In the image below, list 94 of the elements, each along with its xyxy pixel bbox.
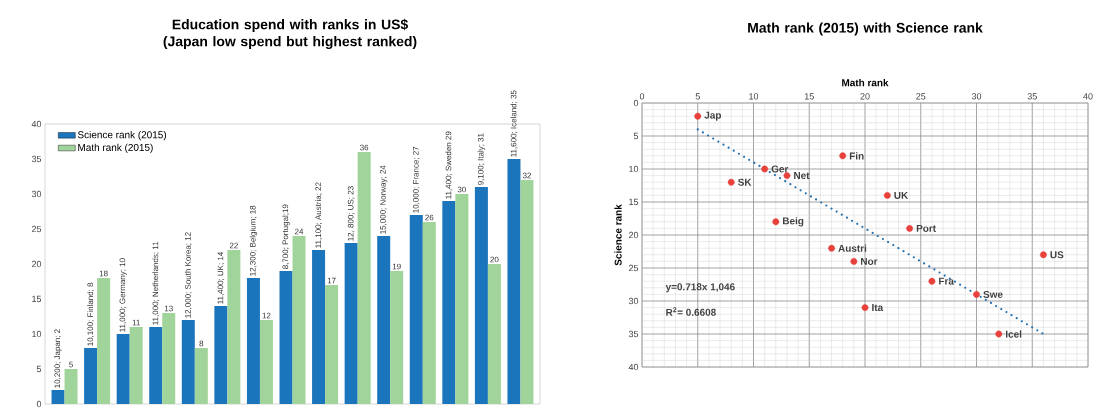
bar <box>507 159 521 404</box>
y-tick-label: 35 <box>628 330 639 338</box>
bar <box>259 320 273 404</box>
annotation: Austri <box>838 244 867 252</box>
annotation: Port <box>916 224 936 232</box>
x-tick-label: 35 <box>1027 93 1037 100</box>
annotation: Swe <box>983 290 1003 298</box>
y-tick-label: 10 <box>32 330 42 338</box>
point <box>861 304 869 311</box>
annotation: Icel <box>1005 330 1022 338</box>
bar <box>246 278 260 404</box>
point <box>772 218 780 226</box>
bar <box>520 180 534 404</box>
bar <box>377 236 391 404</box>
point <box>1040 251 1047 259</box>
bar <box>116 334 130 404</box>
bar <box>292 236 306 404</box>
y-tick-label: 0 <box>633 99 639 107</box>
y-tick-label: 25 <box>31 225 42 233</box>
annotation: Jap <box>704 111 722 121</box>
y-tick-label: 20 <box>31 260 42 268</box>
point <box>883 192 891 199</box>
y-tick-label: 30 <box>628 297 639 305</box>
chart-title: Math rank (2015) with Science rank <box>748 22 983 36</box>
x-tick-label: 30 <box>971 93 982 100</box>
y-tick-label: 5 <box>36 365 42 373</box>
y-tick-label: 5 <box>633 132 639 140</box>
bar <box>357 152 371 404</box>
y-tick-label: 35 <box>31 155 42 163</box>
bar <box>455 194 469 404</box>
legend-label: Math rank (2015) <box>78 143 153 153</box>
annotation: Beig <box>782 217 804 227</box>
point <box>761 165 769 173</box>
y-tick-label: 15 <box>32 295 42 303</box>
annotation: Fra <box>939 277 954 285</box>
bar <box>162 313 176 404</box>
x-tick-label: 40 <box>1083 93 1093 100</box>
x-tick-label: 25 <box>916 93 926 100</box>
y-tick-label: 30 <box>31 190 42 198</box>
bar <box>227 250 241 404</box>
point <box>839 152 847 160</box>
y-tick-label: 0 <box>36 400 42 408</box>
annotation: Net <box>794 172 810 180</box>
y-tick-label: 40 <box>628 363 639 371</box>
chart-title: Education spend with ranks in US$ (Japan low spend but highest ranked) <box>163 18 417 50</box>
point <box>727 178 735 186</box>
x-tick-label: 20 <box>860 93 870 100</box>
annotation: Ita <box>872 304 884 312</box>
bar <box>422 222 436 404</box>
annotation: SK <box>738 178 752 186</box>
bar <box>64 369 78 404</box>
legend-label: Science rank (2015) <box>77 130 167 141</box>
point <box>906 225 913 232</box>
annotation: UK <box>894 191 909 199</box>
bar <box>325 285 339 404</box>
y-tick-label: 25 <box>628 264 639 272</box>
bar <box>129 327 143 404</box>
point <box>973 291 980 298</box>
y-tick-label: 40 <box>31 120 42 128</box>
bar <box>181 320 195 404</box>
bar <box>344 243 358 404</box>
bar <box>149 327 163 404</box>
annotation: Nor <box>861 257 878 265</box>
bar <box>474 187 488 404</box>
y-tick-label: 15 <box>629 198 639 206</box>
annotation: US <box>1050 251 1064 259</box>
point <box>694 112 702 120</box>
y-tick-label: 20 <box>628 231 639 239</box>
bar <box>51 390 65 404</box>
point <box>828 244 835 252</box>
x-tick-label: 0 <box>639 93 645 100</box>
x-tick-label: 15 <box>804 93 814 100</box>
point <box>850 258 858 265</box>
bar <box>214 306 228 404</box>
bar <box>97 278 111 404</box>
x-axis-title: Math rank <box>842 78 889 87</box>
bar <box>84 348 98 404</box>
annotation: Fin <box>849 152 864 160</box>
bar <box>194 348 208 404</box>
bar <box>312 250 326 404</box>
bar <box>442 201 456 404</box>
bar <box>279 271 293 404</box>
y-tick-label: 10 <box>629 165 639 173</box>
x-tick-label: 10 <box>749 93 759 100</box>
annotation: R$^{2}$= 0.6608 <box>666 307 716 316</box>
point <box>995 330 1003 338</box>
bar <box>409 215 423 404</box>
y-axis-title: Science rank <box>614 204 622 266</box>
annotation: Ger <box>771 165 789 173</box>
bar <box>487 264 501 404</box>
bar <box>390 271 404 404</box>
point <box>928 277 936 285</box>
annotation: y=0.718x 1,046 <box>665 283 735 293</box>
x-tick-label: 5 <box>695 93 700 100</box>
